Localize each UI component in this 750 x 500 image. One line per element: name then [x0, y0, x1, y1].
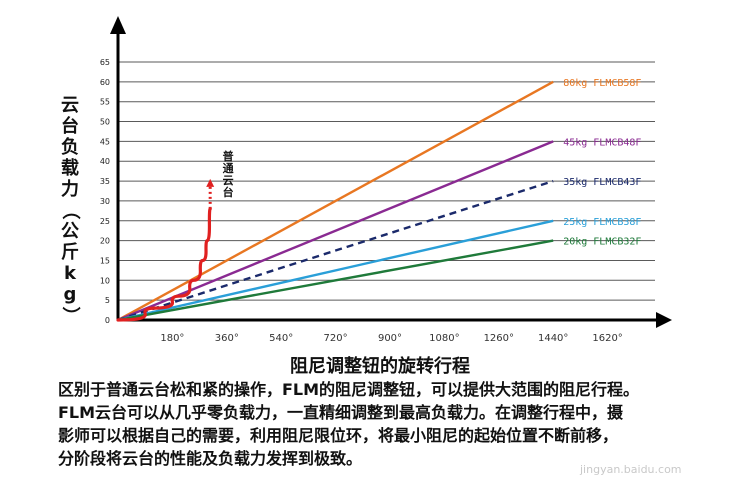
y-axis-label: 云台负载力（公斤 k g）	[56, 95, 84, 326]
y-tick-label: 15	[100, 256, 110, 265]
y-axis-label-char: 载	[61, 158, 79, 179]
caption-line: 影师可以根据自己的需要，利用阻尼限位环，将最小阻尼的起始位置不断前移，	[58, 426, 619, 445]
y-axis-label-char: 云	[61, 95, 79, 116]
x-tick-label: 1620°	[592, 333, 622, 344]
x-tick-label: 1440°	[538, 333, 568, 344]
y-axis-label-char: ）	[59, 306, 81, 325]
series-label: 80kg FLMCB58F	[563, 78, 641, 89]
series-line-putong	[116, 207, 212, 322]
series-label: 35kg FLMCB43F	[563, 177, 641, 188]
y-tick-label: 40	[100, 157, 110, 166]
y-axis-label-char: g	[63, 284, 77, 305]
y-tick-label: 65	[100, 58, 110, 67]
annotation-char: 台	[223, 185, 234, 199]
y-tick-label: 35	[100, 177, 110, 186]
y-tick-label: 0	[105, 316, 110, 325]
y-axis-label-char: k	[64, 263, 76, 284]
series-label: 25kg FLMCB38F	[563, 217, 641, 228]
y-tick-label: 50	[100, 118, 110, 127]
caption: 区别于普通云台松和紧的操作，FLM的阻尼调整钮，可以提供大范围的阻尼行程。 FL…	[58, 378, 723, 470]
series-line	[117, 239, 554, 322]
caption-line: 区别于普通云台松和紧的操作，FLM的阻尼调整钮，可以提供大范围的阻尼行程。	[58, 380, 640, 399]
watermark: jingyan.baidu.com	[580, 463, 682, 476]
y-tick-label: 25	[100, 217, 110, 226]
x-tick-label: 720°	[324, 333, 348, 344]
x-tick-label: 360°	[215, 333, 239, 344]
y-tick-label: 60	[100, 78, 110, 87]
x-tick-label: 540°	[269, 333, 293, 344]
y-tick-label: 5	[105, 296, 110, 305]
y-tick-label: 30	[100, 197, 110, 206]
x-tick-label: 900°	[378, 333, 402, 344]
y-axis-label-char: （	[59, 201, 81, 220]
y-axis-arrow	[110, 16, 126, 34]
x-axis-label: 阻尼调整钮的旋转行程	[290, 356, 470, 377]
x-tick-label: 1080°	[429, 333, 459, 344]
annotation-char: 通	[223, 162, 234, 175]
annotation-char: 普	[223, 149, 234, 163]
y-axis-label-char: 力	[61, 179, 79, 200]
x-tick-label: 1260°	[484, 333, 514, 344]
series-arrowhead	[206, 178, 215, 187]
y-tick-label: 45	[100, 137, 110, 146]
caption-line: 分阶段将云台的性能及负载力发挥到极致。	[58, 449, 363, 468]
y-tick-label: 20	[100, 237, 110, 246]
y-axis-label-char: 负	[61, 137, 79, 158]
x-tick-label: 180°	[160, 333, 184, 344]
series-label: 45kg FLMCB48F	[563, 137, 641, 148]
chart: 0 5 10 15 20 25 30 35 40 45 50 55 60 65 180° 360° 540° 72…	[100, 16, 672, 344]
y-tick-label: 10	[100, 276, 110, 285]
y-axis-label-char: 斤	[61, 242, 79, 263]
series-label: 20kg FLMCB32F	[563, 237, 641, 248]
y-axis-label-char: 公	[61, 221, 79, 242]
series-line	[117, 140, 554, 322]
y-axis-label-char: 台	[61, 116, 79, 137]
y-tick-label: 55	[100, 98, 110, 107]
annotation-char: 云	[223, 174, 234, 187]
caption-line: FLM云台可以从几乎零负载力，一直精细调整到最高负载力。在调整行程中，摄	[58, 403, 624, 422]
series-line	[117, 179, 554, 322]
series-line	[117, 219, 554, 322]
x-axis-arrow	[656, 312, 672, 328]
